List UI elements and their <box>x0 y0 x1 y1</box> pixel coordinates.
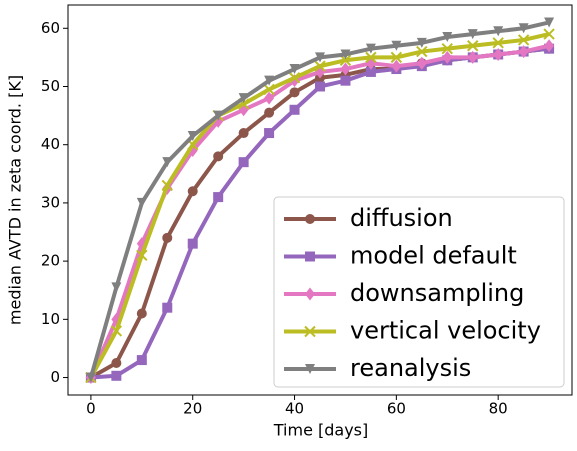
marker <box>161 179 173 192</box>
legend-label: vertical velocity <box>350 317 541 345</box>
legend-marker <box>304 325 316 338</box>
marker <box>187 238 198 249</box>
x-tick-label: 60 <box>387 400 406 418</box>
marker <box>365 43 376 54</box>
marker <box>493 26 504 37</box>
marker <box>518 45 529 59</box>
marker <box>213 192 224 203</box>
marker <box>416 37 427 48</box>
marker <box>238 157 249 168</box>
legend-marker <box>305 214 315 224</box>
marker <box>365 66 376 77</box>
marker <box>111 357 122 368</box>
marker <box>416 45 428 58</box>
marker <box>289 87 300 98</box>
marker <box>544 17 555 28</box>
legend-box <box>273 196 565 388</box>
marker <box>442 32 453 43</box>
legend-label: reanalysis <box>350 354 471 382</box>
marker <box>213 151 224 162</box>
marker <box>391 40 402 51</box>
legend-marker <box>305 287 315 301</box>
marker <box>442 50 453 64</box>
marker <box>264 107 275 118</box>
marker <box>467 29 478 40</box>
marker <box>263 83 275 96</box>
legend-marker <box>305 364 315 374</box>
marker <box>416 56 427 70</box>
marker <box>136 249 148 262</box>
marker <box>264 128 275 139</box>
marker <box>289 64 300 75</box>
marker <box>264 91 275 105</box>
marker <box>340 75 351 86</box>
legend: diffusion model default downsampling vertic… <box>273 196 565 388</box>
marker <box>315 81 325 92</box>
legend-marker <box>305 251 315 262</box>
marker <box>264 75 275 86</box>
marker <box>467 50 478 64</box>
marker <box>390 51 403 64</box>
marker <box>517 34 530 46</box>
marker <box>339 54 352 67</box>
marker <box>187 186 198 197</box>
y-tick-label: 50 <box>41 77 60 95</box>
marker <box>315 52 325 63</box>
marker <box>492 37 504 49</box>
y-tick-label: 40 <box>41 135 60 153</box>
marker <box>365 51 377 64</box>
marker <box>136 308 147 319</box>
marker <box>314 60 326 72</box>
y-tick-label: 10 <box>41 310 60 328</box>
series <box>85 17 555 383</box>
x-tick-label: 80 <box>489 400 508 418</box>
marker <box>288 72 301 84</box>
marker <box>162 302 173 313</box>
marker <box>136 197 147 208</box>
legend-label: model default <box>350 242 517 270</box>
plot-frame <box>67 4 573 396</box>
marker <box>493 47 504 61</box>
marker <box>85 372 96 383</box>
marker <box>467 40 479 52</box>
marker <box>289 104 300 115</box>
legend-label: downsampling <box>350 279 524 307</box>
marker <box>340 49 351 60</box>
marker <box>162 157 173 168</box>
y-tick-label: 30 <box>41 193 60 211</box>
y-tick-label: 20 <box>41 252 60 270</box>
marker <box>187 130 198 141</box>
marker <box>238 93 249 104</box>
y-tick-label: 60 <box>41 19 60 37</box>
x-tick-label: 40 <box>285 400 304 418</box>
marker <box>213 110 224 121</box>
marker <box>136 355 147 366</box>
series <box>85 28 555 384</box>
marker <box>391 59 402 73</box>
marker <box>238 128 249 139</box>
marker <box>111 282 122 293</box>
x-tick-label: 0 <box>86 400 96 418</box>
marker <box>162 232 173 243</box>
y-tick-label: 0 <box>50 368 60 386</box>
marker <box>544 39 555 53</box>
marker <box>110 325 123 337</box>
x-tick-label: 20 <box>183 400 202 418</box>
y-axis-label: median AVTD in zeta coord. [K] <box>6 75 25 325</box>
marker <box>518 23 529 34</box>
x-axis-label: Time [days] <box>273 421 369 440</box>
legend-label: diffusion <box>350 204 453 232</box>
marker <box>340 62 351 76</box>
marker <box>111 370 122 381</box>
marker <box>543 28 555 40</box>
marker <box>441 42 453 55</box>
